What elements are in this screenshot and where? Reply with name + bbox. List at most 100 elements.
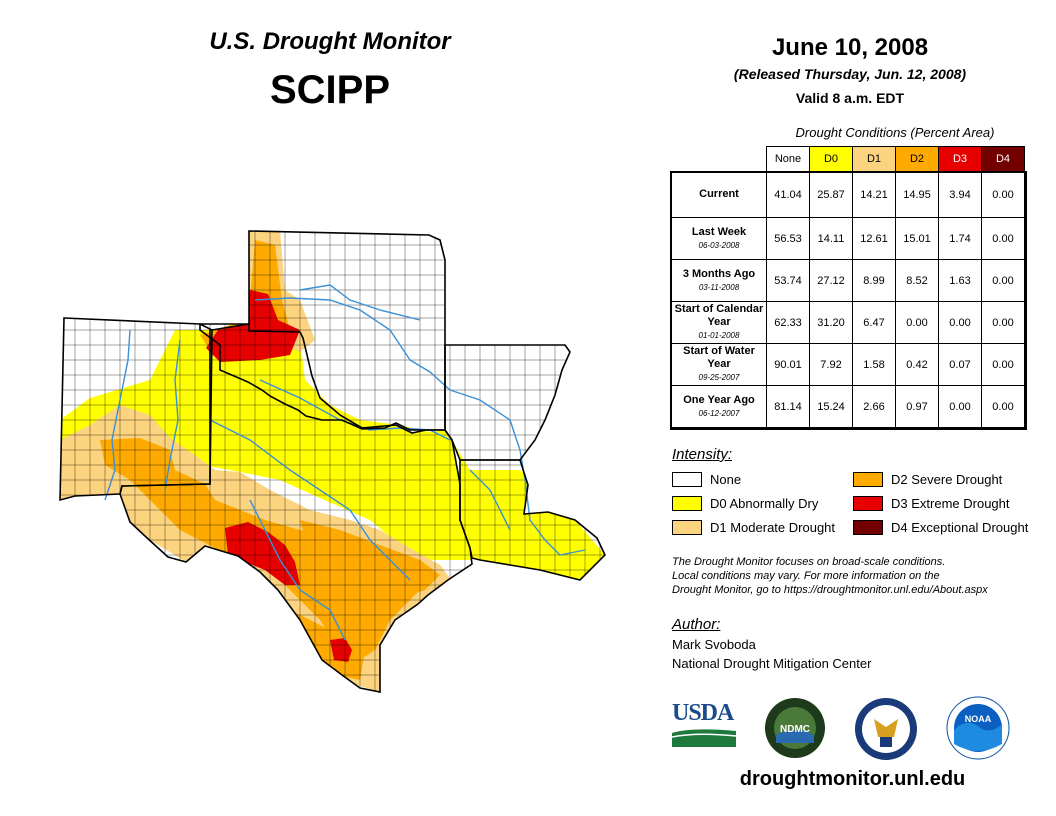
note-line: The Drought Monitor focuses on broad-sca…: [672, 556, 946, 568]
table-cell: 15.24: [809, 385, 853, 428]
table-cell: 90.01: [766, 343, 810, 386]
table-cell: 0.00: [981, 171, 1025, 218]
legend-column-left: None D0 Abnormally Dry D1 Moderate Droug…: [672, 470, 835, 536]
table-cell: 14.21: [852, 171, 896, 218]
commerce-logo[interactable]: [854, 697, 918, 766]
legend-swatch: [853, 495, 883, 511]
legend-label: D1 Moderate Drought: [710, 519, 836, 535]
region-title: SCIPP: [269, 68, 391, 112]
table-cell: 81.14: [766, 385, 810, 428]
col-d4: D4: [981, 146, 1025, 172]
table-cell: 0.00: [981, 301, 1025, 344]
noaa-logo[interactable]: NOAA: [946, 696, 1010, 765]
table-row: Current 41.04 25.87 14.21 14.95 3.94 0.0…: [671, 171, 1025, 218]
ndmc-seal-icon: NDMC: [765, 698, 825, 758]
table-row: Start of Calendar Year 01-01-2008 62.33 3…: [671, 301, 1025, 344]
col-d3: D3: [938, 146, 982, 172]
table-row: Start of Water Year 09-25-2007 90.01 7.92…: [671, 343, 1025, 386]
noaa-seal-icon: NOAA: [946, 696, 1010, 760]
product-title: U.S. Drought Monitor: [209, 28, 451, 55]
usda-logo[interactable]: USDA: [671, 700, 737, 748]
legend-label: D2 Severe Drought: [891, 471, 1003, 487]
row-label: Start of Water Year 09-25-2007: [671, 343, 767, 386]
website-link[interactable]: droughtmonitor.unl.edu: [739, 768, 966, 790]
table-cell: 0.97: [895, 385, 939, 428]
disclaimer-note: The Drought Monitor focuses on broad-sca…: [672, 555, 1042, 597]
legend-title: Intensity:: [672, 446, 733, 463]
table-cell: 7.92: [809, 343, 853, 386]
table-cell: 6.47: [852, 301, 896, 344]
table-row: 3 Months Ago 03-11-2008 53.74 27.12 8.99 …: [671, 259, 1025, 302]
legend-label: D0 Abnormally Dry: [710, 495, 819, 511]
table-cell: 0.00: [981, 217, 1025, 260]
col-d1: D1: [852, 146, 896, 172]
release-date: (Released Thursday, Jun. 12, 2008): [733, 66, 967, 82]
legend-column-right: D2 Severe Drought D3 Extreme Drought D4 …: [853, 470, 1028, 536]
table-cell: 1.74: [938, 217, 982, 260]
table-cell: 0.00: [981, 259, 1025, 302]
table-cell: 27.12: [809, 259, 853, 302]
table-row: Last Week 06-03-2008 56.53 14.11 12.61 15…: [671, 217, 1025, 260]
table-cell: 14.95: [895, 171, 939, 218]
usda-logo-text: USDA: [672, 700, 734, 726]
legend-label: D4 Exceptional Drought: [891, 519, 1029, 535]
table-cell: 62.33: [766, 301, 810, 344]
row-label: Last Week 06-03-2008: [671, 217, 767, 260]
table-cell: 31.20: [809, 301, 853, 344]
legend-item-d4: D4 Exceptional Drought: [853, 518, 1028, 536]
ndmc-logo[interactable]: NDMC: [762, 697, 828, 764]
legend-item-d2: D2 Severe Drought: [853, 470, 1028, 488]
note-line: Local conditions may vary. For more info…: [672, 570, 940, 582]
table-cell: 0.00: [938, 301, 982, 344]
table-cell: 12.61: [852, 217, 896, 260]
table-cell: 56.53: [766, 217, 810, 260]
drought-fill-layer: [60, 231, 605, 692]
legend-item-d0: D0 Abnormally Dry: [672, 494, 835, 512]
author-org: National Drought Mitigation Center: [672, 656, 872, 671]
legend-swatch: [853, 519, 883, 535]
table-cell: 0.00: [938, 385, 982, 428]
table-cell: 2.66: [852, 385, 896, 428]
row-label: Start of Calendar Year 01-01-2008: [671, 301, 767, 344]
table-cell: 8.52: [895, 259, 939, 302]
table-row: One Year Ago 06-12-2007 81.14 15.24 2.66 …: [671, 385, 1025, 428]
legend-item-d3: D3 Extreme Drought: [853, 494, 1028, 512]
ndmc-logo-text: NDMC: [780, 724, 810, 735]
table-cell: 3.94: [938, 171, 982, 218]
table-cell: 14.11: [809, 217, 853, 260]
legend-item-none: None: [672, 470, 835, 488]
table-cell: 25.87: [809, 171, 853, 218]
state-borders: [59, 230, 606, 693]
table-cell: 0.07: [938, 343, 982, 386]
noaa-logo-text: NOAA: [965, 714, 992, 724]
row-label: One Year Ago 06-12-2007: [671, 385, 767, 428]
drought-map: [59, 230, 606, 693]
drought-conditions-table: None D0 D1 D2 D3 D4 Current 41.04 25.87 …: [671, 146, 1025, 428]
table-cell: 41.04: [766, 171, 810, 218]
table-cell: 1.63: [938, 259, 982, 302]
table-cell: 0.00: [981, 385, 1025, 428]
commerce-seal-icon: [855, 698, 917, 760]
row-label: 3 Months Ago 03-11-2008: [671, 259, 767, 302]
author-label: Author:: [672, 616, 721, 633]
col-none: None: [766, 146, 810, 172]
col-d2: D2: [895, 146, 939, 172]
legend-swatch: [672, 471, 702, 487]
legend-swatch: [672, 495, 702, 511]
legend-swatch: [853, 471, 883, 487]
table-cell: 53.74: [766, 259, 810, 302]
col-d0: D0: [809, 146, 853, 172]
author-name: Mark Svoboda: [672, 637, 756, 652]
legend-label: D3 Extreme Drought: [891, 495, 1010, 511]
table-cell: 0.00: [981, 343, 1025, 386]
legend-swatch: [672, 519, 702, 535]
map-date: June 10, 2008: [771, 34, 929, 61]
note-link-line[interactable]: Drought Monitor, go to https://droughtmo…: [672, 584, 988, 596]
table-caption: Drought Conditions (Percent Area): [795, 125, 995, 140]
usda-hills-icon: [671, 729, 737, 747]
table-cell: 0.00: [895, 301, 939, 344]
row-label: Current: [671, 171, 767, 218]
legend-item-d1: D1 Moderate Drought: [672, 518, 835, 536]
table-cell: 8.99: [852, 259, 896, 302]
table-cell: 15.01: [895, 217, 939, 260]
